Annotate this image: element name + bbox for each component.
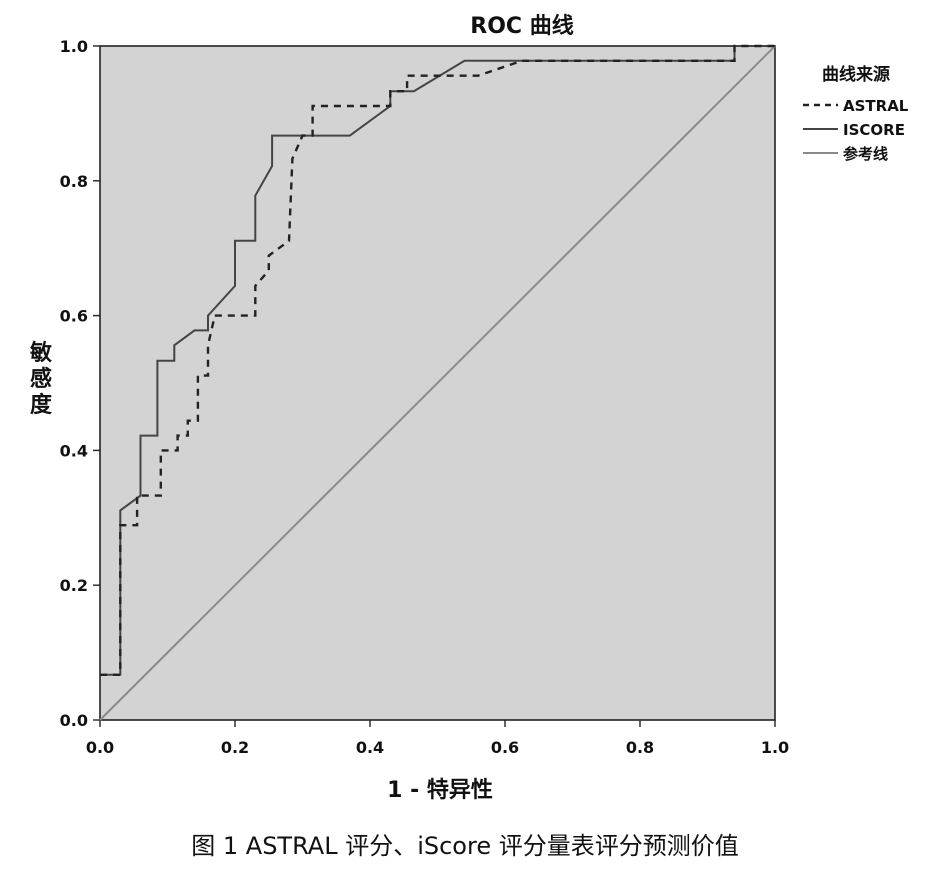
y-tick-label: 0.4 (60, 441, 88, 460)
x-axis-label: 1 - 特异性 (387, 777, 493, 803)
figure-caption: 图 1 ASTRAL 评分、iScore 评分量表评分预测价值 (191, 832, 739, 860)
y-axis-label-part: 感 (30, 366, 52, 392)
series-line-ASTRAL (100, 44, 775, 676)
series-line-ISCORE (100, 45, 775, 676)
series-line-参考线 (99, 45, 776, 721)
y-tick-label: 0.8 (60, 172, 88, 191)
x-tick-label: 0.0 (86, 738, 114, 757)
y-tick-label: 0.0 (60, 711, 88, 730)
x-tick-label: 0.8 (626, 738, 654, 757)
y-axis: 0.0 0.2 0.4 0.6 0.8 1.0 (60, 37, 100, 730)
legend: 曲线来源 ASTRAL ISCORE 参考线 (803, 64, 909, 163)
x-tick-label: 0.4 (356, 738, 384, 757)
y-tick-label: 0.6 (60, 307, 88, 326)
legend-label: ASTRAL (843, 97, 909, 115)
y-tick-label: 0.2 (60, 576, 88, 595)
legend-label: 参考线 (843, 145, 888, 163)
legend-items: ASTRAL ISCORE 参考线 (803, 97, 909, 163)
legend-title: 曲线来源 (822, 64, 890, 85)
y-axis-label-part: 度 (30, 392, 53, 418)
chart-title: ROC 曲线 (470, 13, 573, 39)
y-tick-label: 1.0 (60, 37, 88, 56)
legend-label: ISCORE (843, 121, 905, 139)
x-tick-label: 0.6 (491, 738, 519, 757)
y-axis-label-part: 敏 (29, 340, 52, 366)
x-axis: 0.0 0.2 0.4 0.6 0.8 1.0 (86, 720, 789, 757)
x-tick-label: 0.2 (221, 738, 249, 757)
y-axis-label: 敏 感 度 (29, 340, 60, 418)
series-layer (99, 44, 776, 721)
x-tick-label: 1.0 (761, 738, 789, 757)
